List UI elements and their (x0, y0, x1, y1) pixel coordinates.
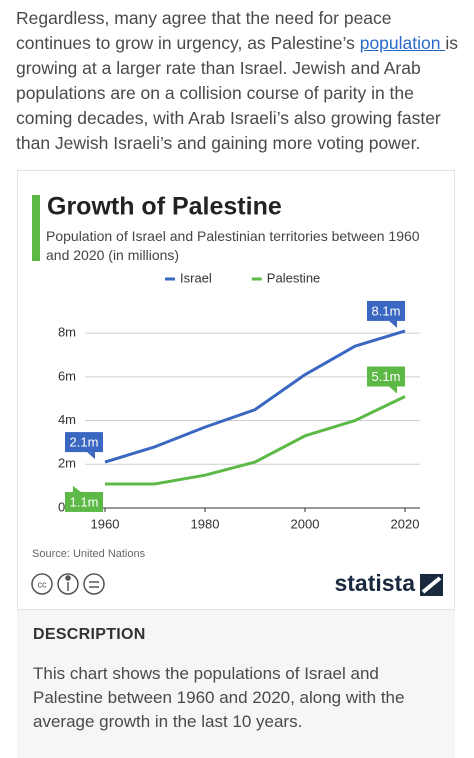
title-accent (32, 195, 40, 261)
article-paragraph: Regardless, many agree that the need for… (16, 6, 462, 156)
description: DESCRIPTION This chart shows the populat… (17, 610, 455, 758)
source: Source: United Nations (32, 548, 146, 560)
value-label: 8.1m (372, 303, 401, 318)
value-label-box (65, 432, 103, 453)
value-label-box (367, 300, 405, 321)
y-tick-label: 4m (58, 412, 76, 427)
series-line (104, 329, 406, 464)
paragraph-text: Regardless, many agree that the need for… (16, 8, 392, 53)
paragraph-text: is growing at a larger rate than Israel.… (16, 33, 458, 153)
value-label-pointer (389, 320, 397, 328)
y-tick-label: 6m (58, 368, 76, 383)
x-tick-label: 1960 (91, 516, 120, 531)
x-tick-label: 1980 (191, 516, 220, 531)
population-link[interactable]: population (359, 33, 446, 53)
legend-label: Israel (180, 270, 212, 285)
description-heading: DESCRIPTION (33, 626, 146, 643)
brand-logo (420, 574, 443, 596)
y-tick-label: 2m (58, 456, 76, 471)
brand: statista (334, 570, 415, 596)
subtitle-box: Population of Israel and Palestinian ter… (46, 228, 420, 263)
description-text: This chart shows the populations of Isra… (33, 664, 405, 731)
chart-card (17, 170, 455, 610)
chart-title: Growth of Palestine (47, 193, 282, 221)
series-line (105, 395, 406, 486)
legend-label: Palestine (267, 270, 320, 285)
chart: Growth of Palestine Population of Israel… (31, 193, 443, 596)
value-label-box (367, 366, 405, 387)
value-label: 2.1m (70, 435, 99, 450)
value-label-pointer (87, 452, 95, 460)
value-label-box (65, 491, 103, 512)
value-label: 1.1m (70, 494, 99, 509)
y-tick-label: 8m (58, 325, 76, 340)
x-tick-label: 2020 (391, 516, 420, 531)
value-label-pointer (73, 485, 81, 492)
svg-text:cc: cc (38, 579, 48, 589)
license-icons: cc (31, 573, 105, 595)
chart-subtitle: Population of Israel and Palestinian ter… (46, 228, 420, 263)
value-label-pointer (389, 386, 397, 394)
x-tick-label: 2000 (291, 516, 320, 531)
value-label: 5.1m (372, 369, 401, 384)
